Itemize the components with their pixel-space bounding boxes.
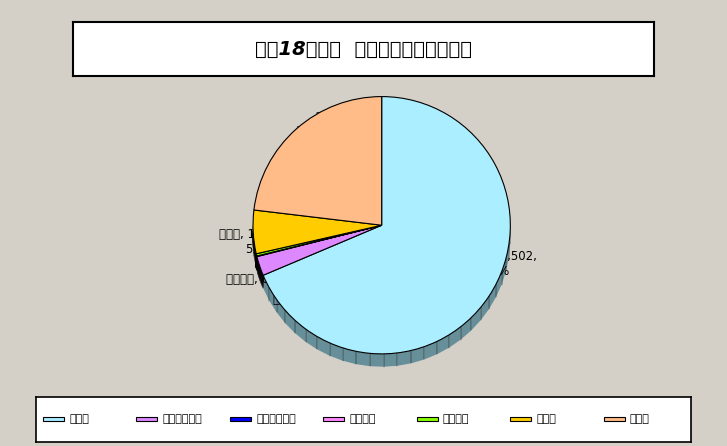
Wedge shape [257, 225, 382, 256]
Wedge shape [263, 97, 510, 354]
Text: 下水道: 下水道 [69, 414, 89, 424]
Polygon shape [398, 351, 411, 366]
Text: 未処理: 未処理 [630, 414, 650, 424]
Polygon shape [342, 348, 356, 364]
Polygon shape [449, 327, 461, 347]
Text: 漁業集落排水: 漁業集落排水 [256, 414, 296, 424]
Text: 簡易排水: 簡易排水 [350, 414, 376, 424]
Wedge shape [257, 225, 382, 256]
Polygon shape [471, 307, 481, 330]
Polygon shape [509, 231, 510, 258]
Polygon shape [461, 318, 471, 339]
Text: 浄化槽, 127,600,
5.5%: 浄化槽, 127,600, 5.5% [219, 228, 300, 256]
Polygon shape [263, 275, 269, 301]
Text: 農業集落排水: 農業集落排水 [163, 414, 202, 424]
Wedge shape [256, 225, 382, 256]
Polygon shape [305, 329, 317, 350]
Polygon shape [502, 259, 506, 285]
Text: 農業集落排水,
57,057, 2.4%: 農業集落排水, 57,057, 2.4% [260, 268, 434, 332]
FancyBboxPatch shape [510, 417, 531, 421]
Polygon shape [506, 245, 509, 272]
FancyBboxPatch shape [230, 417, 251, 421]
Polygon shape [269, 288, 276, 312]
FancyBboxPatch shape [137, 417, 157, 421]
Text: 浄化槽: 浄化槽 [537, 414, 556, 424]
Polygon shape [329, 343, 342, 361]
Polygon shape [481, 296, 489, 320]
FancyBboxPatch shape [324, 417, 345, 421]
Text: コミプラ: コミプラ [443, 414, 470, 424]
Text: 平成18年度末  汚水衛生処理率の内訳: 平成18年度末 汚水衛生処理率の内訳 [255, 40, 472, 58]
Wedge shape [254, 97, 382, 225]
FancyBboxPatch shape [603, 417, 624, 421]
Polygon shape [489, 285, 496, 309]
Polygon shape [370, 353, 384, 367]
Wedge shape [253, 210, 382, 254]
Polygon shape [356, 351, 370, 366]
Text: 簡易排水,11, 0.0%: 簡易排水,11, 0.0% [257, 258, 357, 306]
Polygon shape [496, 272, 502, 297]
Text: 漁業集落排水,
1,772, 0.1%: 漁業集落排水, 1,772, 0.1% [257, 259, 379, 332]
Text: 下水道, 1,606,502,
68.6%: 下水道, 1,606,502, 68.6% [445, 250, 537, 278]
Polygon shape [384, 353, 398, 367]
FancyBboxPatch shape [43, 417, 64, 421]
Polygon shape [276, 299, 285, 323]
Wedge shape [257, 225, 382, 275]
Polygon shape [437, 334, 449, 354]
Polygon shape [411, 347, 425, 363]
Text: コミプラ, 6,694, 0.3%: コミプラ, 6,694, 0.3% [225, 257, 332, 286]
Polygon shape [317, 337, 329, 356]
Polygon shape [285, 310, 295, 333]
Polygon shape [295, 320, 305, 342]
Text: 未処理, 540,849,
23.1%: 未処理, 540,849, 23.1% [297, 111, 396, 139]
Polygon shape [425, 341, 437, 359]
FancyBboxPatch shape [417, 417, 438, 421]
